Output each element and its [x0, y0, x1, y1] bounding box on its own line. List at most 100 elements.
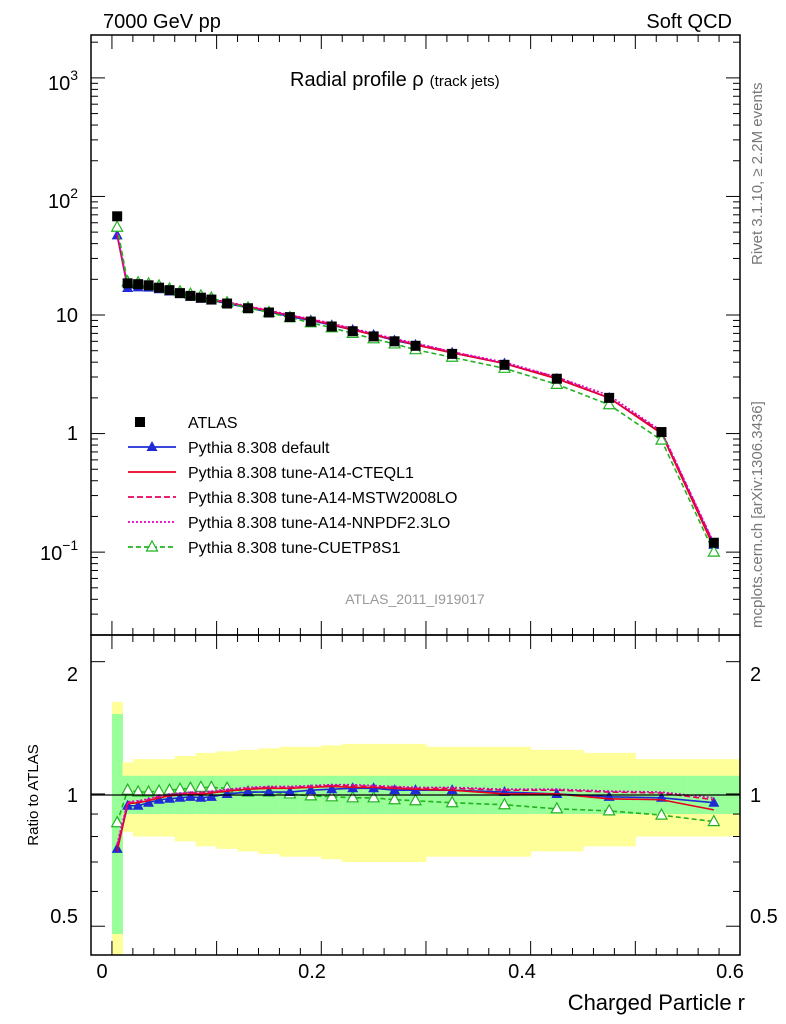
main-point-0-10	[222, 298, 233, 309]
ratio-point-5-23	[602, 803, 616, 816]
y-tick-1e2: 102	[48, 185, 78, 213]
ratio-point-5-17	[367, 790, 381, 803]
main-point-0-24	[656, 427, 667, 438]
ratio-tick-1-right: 1	[750, 785, 761, 807]
main-point-0-15	[326, 321, 337, 332]
y-tick-10: 10	[56, 305, 78, 327]
ratio-point-5-2	[131, 784, 145, 797]
legend-label-4: Pythia 8.308 tune-A14-NNPDF2.3LO	[188, 515, 450, 532]
ratio-point-1-15	[326, 783, 338, 794]
y-tick-1e-1: 10−1	[40, 537, 78, 565]
main-point-0-0	[112, 211, 123, 222]
ratio-line-2	[116, 785, 714, 852]
header-right: Soft QCD	[646, 11, 732, 33]
ratio-point-5-18	[388, 792, 402, 805]
ratio-y-tick-labels-right: 2 1 0.5	[750, 664, 778, 928]
ratio-point-1-2	[132, 799, 144, 810]
ratio-point-5-3	[142, 784, 156, 797]
ratio-line-3	[116, 784, 714, 847]
ratio-point-1-13	[284, 786, 296, 797]
ratio-tick-0.5-right: 0.5	[750, 906, 778, 928]
rivet-label: Rivet 3.1.10, ≥ 2.2M events	[749, 83, 766, 266]
main-point-0-8	[195, 292, 206, 303]
ratio-tick-0.5: 0.5	[50, 906, 78, 928]
main-y-axis-ticks	[91, 41, 740, 636]
plot-title: Radial profile ρ (track jets)	[290, 69, 500, 91]
ratio-uncertainty-bands	[111, 701, 741, 955]
ratio-point-1-3	[143, 796, 155, 807]
ratio-point-5-15	[325, 789, 339, 802]
ratio-point-1-14	[305, 784, 317, 795]
x-tick-labels: 0 0.2 0.4 0.6	[96, 961, 743, 983]
x-tick-0.6: 0.6	[716, 961, 744, 983]
ratio-point-1-11	[242, 786, 254, 797]
main-point-0-7	[185, 290, 196, 301]
main-point-0-11	[243, 303, 254, 314]
ratio-point-5-21	[497, 797, 511, 810]
ratio-point-1-4	[153, 793, 165, 804]
main-point-0-13	[284, 312, 295, 323]
ratio-point-5-16	[346, 790, 360, 803]
legend-label-0: ATLAS	[188, 415, 238, 432]
legend-label-1: Pythia 8.308 default	[188, 440, 330, 457]
analysis-tag: ATLAS_2011_I919017	[345, 591, 485, 607]
y-tick-1e3: 103	[48, 67, 78, 95]
ratio-point-1-9	[205, 790, 217, 801]
main-point-0-6	[174, 288, 185, 299]
main-point-0-5	[164, 285, 175, 296]
ratio-point-1-18	[389, 784, 401, 795]
main-point-0-22	[551, 373, 562, 384]
main-point-5-0	[110, 219, 124, 232]
main-point-0-20	[447, 348, 458, 359]
ratio-tick-2: 2	[67, 664, 78, 686]
main-point-0-4	[154, 282, 165, 293]
ratio-tick-1: 1	[67, 785, 78, 807]
legend-label-5: Pythia 8.308 tune-CUETP8S1	[188, 540, 401, 557]
x-tick-0: 0	[96, 961, 107, 983]
ratio-point-5-22	[550, 801, 564, 814]
ratio-point-5-1	[121, 782, 135, 795]
main-point-0-16	[347, 326, 358, 337]
main-line-4	[116, 233, 715, 544]
legend: ATLAS Pythia 8.308 default Pythia 8.308 tu…	[128, 415, 457, 557]
ratio-point-5-20	[445, 795, 459, 808]
main-point-0-23	[604, 392, 615, 403]
main-point-0-12	[263, 307, 274, 318]
ratio-point-5-0	[110, 815, 124, 828]
ratio-point-5-19	[408, 793, 423, 806]
ratio-y-axis-title: Ratio to ATLAS	[25, 744, 42, 845]
x-axis-title: Charged Particle r	[568, 990, 745, 1015]
legend-marker-1	[146, 441, 158, 451]
main-point-0-9	[206, 294, 217, 305]
main-point-0-17	[368, 331, 379, 342]
main-point-0-3	[143, 280, 154, 291]
main-point-0-14	[305, 316, 316, 327]
main-point-0-19	[410, 340, 421, 351]
main-point-5-25	[707, 544, 721, 557]
main-point-0-18	[389, 336, 400, 347]
main-point-0-2	[133, 279, 144, 290]
ratio-tick-2-right: 2	[750, 664, 761, 686]
main-point-5-24	[654, 432, 669, 445]
ratio-y-tick-labels-left: 2 1 0.5	[50, 664, 78, 928]
ratio-y-axis-ticks	[91, 661, 740, 927]
mcplots-label: mcplots.cern.ch [arXiv:1306.3436]	[749, 401, 766, 628]
main-point-5-23	[602, 397, 616, 410]
main-point-0-21	[499, 359, 510, 370]
ratio-point-1-6	[174, 791, 186, 802]
main-point-0-1	[122, 278, 133, 289]
ratio-point-1-12	[263, 786, 275, 797]
legend-label-2: Pythia 8.308 tune-A14-CTEQL1	[188, 465, 414, 482]
main-series-group	[110, 211, 721, 557]
ratio-point-5-24	[654, 807, 669, 820]
ratio-point-1-8	[195, 791, 207, 802]
y-tick-1: 1	[67, 423, 78, 445]
ratio-point-1-5	[164, 792, 176, 803]
legend-label-3: Pythia 8.308 tune-A14-MSTW2008LO	[188, 490, 457, 507]
ratio-point-1-25	[708, 796, 720, 807]
header-left: 7000 GeV pp	[103, 11, 221, 33]
ratio-point-1-20	[446, 784, 458, 795]
x-tick-0.2: 0.2	[298, 961, 326, 983]
ratio-point-5-25	[707, 814, 721, 827]
